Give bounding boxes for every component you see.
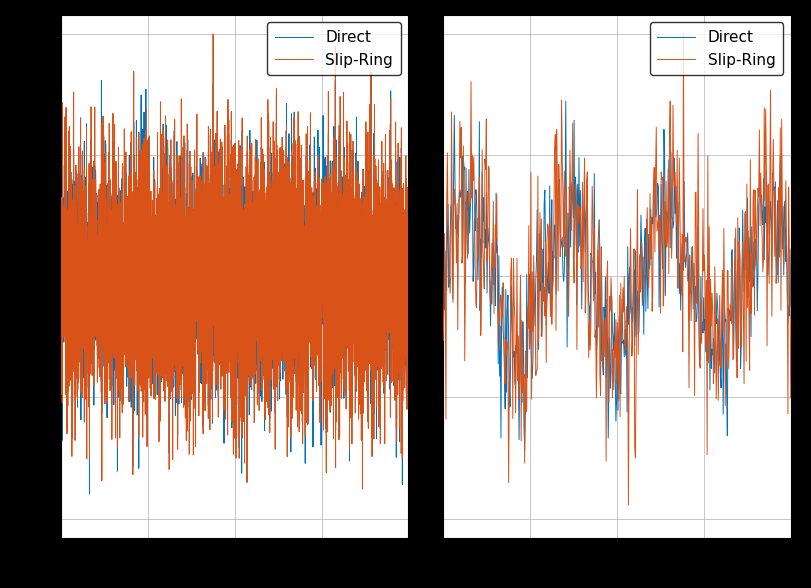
Slip-Ring	[315, 338, 325, 345]
Slip-Ring	[438, 337, 448, 344]
Slip-Ring	[779, 260, 788, 267]
Slip-Ring	[189, 262, 199, 269]
Direct	[779, 272, 788, 279]
Direct	[605, 335, 615, 342]
Direct	[282, 360, 292, 368]
Slip-Ring	[627, 352, 637, 359]
Direct	[315, 319, 325, 326]
Legend: Direct, Slip-Ring: Direct, Slip-Ring	[268, 22, 401, 75]
Slip-Ring	[786, 395, 796, 402]
Slip-Ring	[646, 255, 655, 262]
Direct	[520, 447, 530, 455]
Direct	[56, 179, 66, 186]
Line: Direct: Direct	[443, 101, 791, 451]
Slip-Ring	[208, 31, 218, 38]
Direct	[366, 75, 375, 82]
Direct	[628, 319, 637, 326]
Direct	[646, 235, 656, 242]
Slip-Ring	[341, 176, 351, 183]
Direct	[438, 346, 448, 353]
Slip-Ring	[624, 502, 633, 509]
Slip-Ring	[358, 486, 367, 493]
Slip-Ring	[119, 271, 129, 278]
Slip-Ring	[679, 31, 689, 38]
Direct	[607, 293, 616, 300]
Slip-Ring	[603, 340, 613, 348]
Direct	[404, 229, 414, 236]
Direct	[119, 285, 129, 292]
Legend: Direct, Slip-Ring: Direct, Slip-Ring	[650, 22, 783, 75]
Line: Slip-Ring: Slip-Ring	[443, 34, 791, 505]
Slip-Ring	[56, 213, 66, 220]
Slip-Ring	[282, 376, 292, 383]
Direct	[341, 205, 351, 212]
Direct	[264, 181, 274, 188]
Slip-Ring	[404, 216, 414, 223]
Line: Direct: Direct	[61, 79, 409, 494]
Direct	[724, 306, 734, 313]
Slip-Ring	[606, 308, 616, 315]
Direct	[786, 302, 796, 309]
Slip-Ring	[724, 320, 734, 327]
Direct	[84, 490, 94, 497]
Direct	[189, 390, 199, 397]
Direct	[561, 98, 571, 105]
Line: Slip-Ring: Slip-Ring	[61, 34, 409, 489]
Slip-Ring	[264, 172, 274, 179]
